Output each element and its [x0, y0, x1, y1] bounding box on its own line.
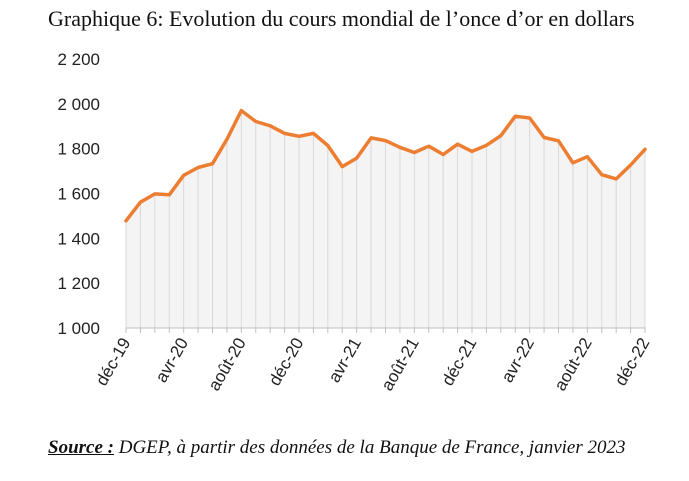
y-tick-label: 2 000: [57, 95, 100, 114]
area-fill: [125, 110, 646, 328]
source-note: Source : DGEP, à partir des données de l…: [48, 437, 626, 459]
y-axis: 1 000 1 200 1 400 1 600 1 800 2 000 2 200: [57, 50, 100, 338]
x-tick-label: déc-21: [438, 335, 480, 390]
y-tick-label: 1 000: [57, 319, 100, 338]
chart-title: Graphique 6: Evolution du cours mondial …: [48, 6, 635, 31]
y-tick-label: 1 200: [57, 274, 100, 293]
series-line-path: [124, 108, 647, 223]
y-tick-label: 1 400: [57, 229, 100, 248]
x-tick-label: déc-19: [92, 335, 134, 390]
x-axis: déc-19 avr-20 août-20 déc-20 avr-21 août-21 dé…: [92, 327, 653, 394]
y-tick-label: 2 200: [57, 50, 100, 69]
x-tick-label: août-22: [551, 335, 596, 394]
gold-price-chart: 1 000 1 200 1 400 1 600 1 800 2 000 2 200 déc-…: [57, 50, 653, 394]
x-tick-label: avr-22: [498, 335, 539, 386]
y-tick-label: 1 800: [57, 140, 100, 159]
x-tick-label: avr-20: [152, 335, 193, 386]
y-tick-label: 1 600: [57, 185, 100, 204]
x-tick-label: déc-22: [611, 335, 653, 390]
source-label: Source :: [48, 437, 114, 458]
x-tick-label: août-21: [378, 335, 423, 394]
x-tick-label: août-20: [205, 335, 250, 394]
x-tick-label: avr-21: [325, 335, 366, 386]
source-text: DGEP, à partir des données de la Banque …: [113, 437, 626, 458]
series-line: [124, 108, 647, 223]
x-tick-label: déc-20: [265, 335, 307, 390]
